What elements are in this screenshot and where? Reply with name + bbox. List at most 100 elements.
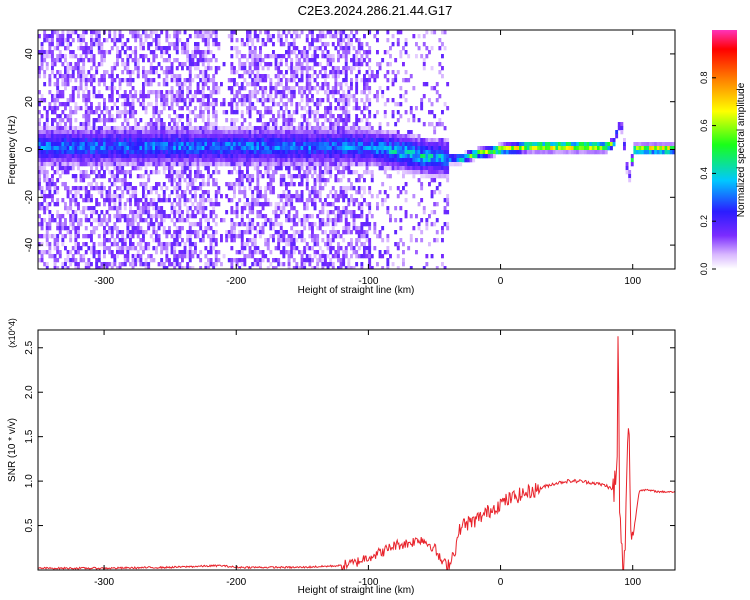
heatmap-cell: [269, 234, 273, 239]
heatmap-cell: [61, 130, 65, 135]
heatmap-cell: [217, 134, 221, 139]
heatmap-cell: [66, 250, 70, 255]
heatmap-cell: [71, 258, 75, 263]
heatmap-cell: [181, 166, 184, 171]
heatmap-cell: [277, 38, 281, 43]
heatmap-cell: [303, 158, 307, 163]
heatmap-cell: [243, 254, 247, 259]
heatmap-cell: [298, 62, 301, 67]
heatmap-cell: [209, 66, 213, 71]
heatmap-cell: [324, 242, 327, 247]
heatmap-cell: [38, 142, 41, 147]
heatmap-cell: [183, 154, 187, 159]
heatmap-cell: [230, 146, 234, 151]
heatmap-cell: [381, 238, 385, 243]
heatmap-cell: [272, 134, 275, 139]
heatmap-cell: [238, 170, 242, 175]
heatmap-cell: [64, 154, 67, 159]
heatmap-cell: [152, 58, 156, 63]
heatmap-cell: [74, 242, 78, 247]
heatmap-cell: [188, 130, 192, 135]
heatmap-cell: [376, 98, 379, 103]
heatmap-cell: [123, 142, 127, 147]
heatmap-cell: [129, 154, 132, 159]
heatmap-cell: [344, 114, 348, 119]
heatmap-cell: [131, 58, 135, 63]
heatmap-cell: [186, 218, 190, 223]
heatmap-cell: [69, 50, 73, 55]
heatmap-cell: [56, 70, 60, 75]
heatmap-cell: [230, 86, 234, 91]
heatmap-cell: [66, 126, 70, 131]
heatmap-cell: [285, 250, 288, 255]
heatmap-cell: [118, 214, 122, 219]
heatmap-cell: [61, 234, 65, 239]
heatmap-cell: [66, 258, 70, 263]
heatmap-cell: [305, 154, 309, 159]
heatmap-cell: [230, 130, 234, 135]
heatmap-cell: [66, 150, 70, 155]
heatmap-cell: [204, 142, 208, 147]
heatmap-cell: [321, 82, 325, 87]
heatmap-cell: [253, 226, 257, 231]
heatmap-cell: [282, 130, 286, 135]
heatmap-cell: [155, 118, 158, 123]
heatmap-cell: [134, 186, 138, 191]
heatmap-cell: [82, 130, 86, 135]
heatmap-cell: [285, 218, 288, 223]
heatmap-cell: [253, 202, 257, 207]
heatmap-cell: [147, 126, 151, 131]
heatmap-cell: [207, 118, 210, 123]
heatmap-cell: [321, 262, 325, 267]
heatmap-cell: [95, 158, 99, 163]
heatmap-cell: [321, 138, 325, 143]
heatmap-cell: [292, 90, 296, 95]
heatmap-cell: [118, 78, 122, 83]
heatmap-cell: [230, 258, 234, 263]
heatmap-cell: [118, 30, 122, 35]
heatmap-cell: [53, 110, 57, 115]
heatmap-cell: [103, 250, 106, 255]
heatmap-cell: [233, 210, 236, 215]
heatmap-cell: [277, 82, 281, 87]
heatmap-cell: [95, 226, 99, 231]
heatmap-cell: [243, 126, 247, 131]
heatmap-cell: [269, 162, 273, 167]
heatmap-cell: [274, 62, 278, 67]
heatmap-cell: [404, 138, 408, 143]
heatmap-cell: [321, 238, 325, 243]
heatmap-cell: [259, 114, 262, 119]
heatmap-cell: [170, 162, 174, 167]
heatmap-cell: [38, 134, 41, 139]
heatmap-cell: [121, 110, 125, 115]
heatmap-cell: [378, 250, 382, 255]
heatmap-cell: [77, 154, 80, 159]
heatmap-cell: [305, 246, 309, 251]
heatmap-cell: [230, 138, 234, 143]
heatmap-cell: [134, 230, 138, 235]
heatmap-cell: [66, 118, 70, 123]
heatmap-cell: [191, 250, 195, 255]
heatmap-cell: [277, 238, 281, 243]
heatmap-cell: [103, 230, 106, 235]
heatmap-cell: [233, 166, 236, 171]
heatmap-cell: [121, 150, 125, 155]
heatmap-cell: [92, 62, 96, 67]
heatmap-cell: [131, 266, 135, 269]
heatmap-cell: [256, 138, 260, 143]
heatmap-cell: [316, 134, 320, 139]
heatmap-cell: [194, 214, 197, 219]
heatmap-cell: [199, 102, 203, 107]
heatmap-cell: [209, 262, 213, 267]
heatmap-cell: [147, 154, 151, 159]
heatmap-cell: [131, 138, 135, 143]
heatmap-cell: [123, 254, 127, 259]
heatmap-cell: [292, 250, 296, 255]
heatmap-cell: [207, 66, 210, 71]
heatmap-cell: [74, 258, 78, 263]
heatmap-cell: [199, 70, 203, 75]
heatmap-cell: [261, 42, 265, 47]
heatmap-cell: [246, 150, 249, 155]
heatmap-cell: [269, 190, 273, 195]
heatmap-cell: [103, 226, 106, 231]
